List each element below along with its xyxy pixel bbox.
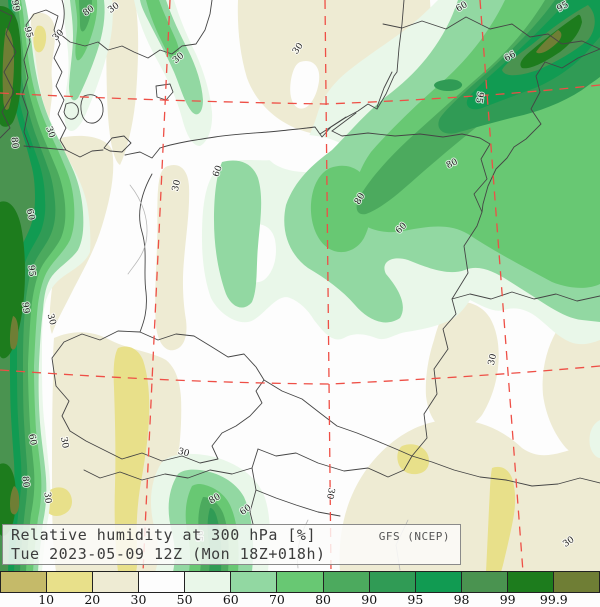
colorbar-cell (93, 572, 139, 592)
model-source-label: GFS (NCEP) (379, 530, 450, 543)
colorbar-cell (139, 572, 185, 592)
colorbar-cell (370, 572, 416, 592)
humidity-region-beige (155, 165, 189, 350)
colorbar-cells (0, 571, 600, 593)
colorbar-cell (554, 572, 600, 592)
contour-label: 80 (20, 476, 31, 489)
contour-label: 99 (20, 302, 31, 315)
contour-label: 95 (26, 265, 37, 278)
contour-label: 30 (324, 487, 336, 500)
germany-poland-border (140, 174, 152, 332)
contour-label: 30 (42, 492, 53, 505)
contour-label: 30 (58, 436, 70, 449)
szczecin-lagoon (125, 148, 160, 158)
colorbar-cell (462, 572, 508, 592)
colorbar-cell (324, 572, 370, 592)
bornholm-island (156, 84, 173, 100)
contour-label: 60 (26, 433, 38, 446)
colorbar-cell (416, 572, 462, 592)
colorbar-cell (231, 572, 277, 592)
map-valid-time: Tue 2023-05-09 12Z (Mon 18Z+018h) (11, 545, 460, 564)
colorbar-cell (47, 572, 93, 592)
contour-label: 99 (9, 0, 21, 12)
colorbar-cell (508, 572, 554, 592)
title-box: Relative humidity at 300 hPa [%] Tue 202… (2, 524, 461, 565)
contour-label: 95 (473, 91, 485, 104)
colorbar-cell (0, 572, 47, 592)
contour-label: 80 (9, 137, 20, 150)
colorbar-cell (185, 572, 231, 592)
elbe-river (128, 185, 147, 274)
colorbar-cell (277, 572, 323, 592)
